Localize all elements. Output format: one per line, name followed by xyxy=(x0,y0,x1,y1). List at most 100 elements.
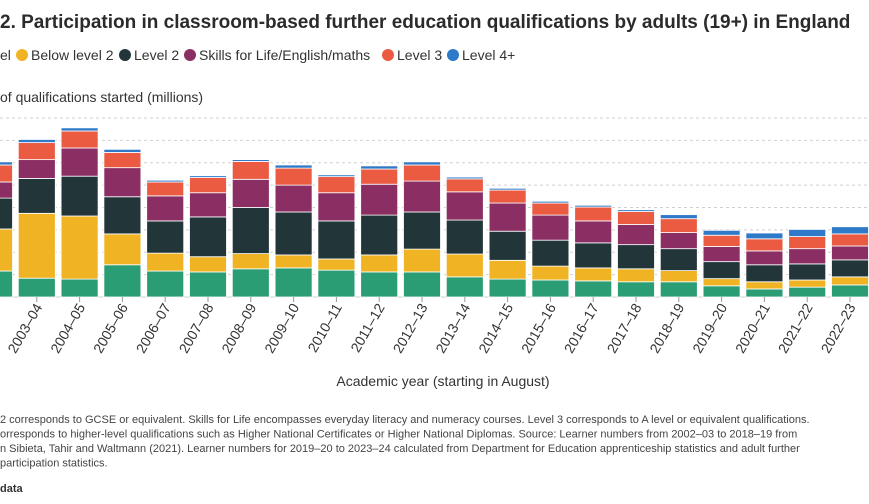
bar-segment xyxy=(60,127,99,132)
bar-segment xyxy=(659,232,698,250)
bar-segment xyxy=(403,248,441,273)
bar-segment xyxy=(445,176,484,180)
bar-segment xyxy=(146,220,185,254)
note-line: n Sibieta, Tahir and Waltmann (2021). Le… xyxy=(0,443,800,455)
bar-segment xyxy=(702,278,741,287)
legend-swatch xyxy=(447,49,459,61)
bar-segment xyxy=(574,267,613,282)
bar-segment xyxy=(231,253,270,270)
bar-segment xyxy=(274,211,313,256)
bar-segment xyxy=(103,264,142,298)
bar-segment xyxy=(831,245,869,261)
x-tick-label: 2020–21 xyxy=(732,300,773,355)
bar-segment xyxy=(60,147,99,177)
bar-segment xyxy=(231,159,270,162)
bar-segment xyxy=(702,234,741,247)
bar-segment xyxy=(0,228,13,272)
bar-segment xyxy=(659,218,698,233)
data-link[interactable]: data xyxy=(0,483,24,495)
bar-segment xyxy=(403,211,441,250)
bar-segment xyxy=(531,239,570,267)
bar-segment xyxy=(617,244,655,270)
bar-segment xyxy=(617,268,655,283)
bar-segment xyxy=(531,214,570,241)
bar-segment xyxy=(60,215,99,280)
legend-label: el xyxy=(0,47,11,63)
bar-segment xyxy=(788,248,827,265)
bar-segment xyxy=(360,271,399,298)
bar-segment xyxy=(60,175,99,217)
bar-segment xyxy=(17,159,56,179)
bar-segment xyxy=(189,271,227,298)
x-axis-title: Academic year (starting in August) xyxy=(336,373,549,389)
bar-segment xyxy=(17,139,56,144)
legend-swatch xyxy=(16,49,28,61)
bar-segment xyxy=(360,183,399,216)
bar-segment xyxy=(659,270,698,283)
bar-segment xyxy=(60,278,99,298)
bar-segment xyxy=(445,276,484,298)
bar-segment xyxy=(488,230,527,261)
bar-segment xyxy=(574,220,613,244)
x-tick-label: 2010–11 xyxy=(304,300,345,354)
bar-segment xyxy=(488,187,527,191)
bar-segment xyxy=(574,206,613,222)
bar-segment xyxy=(403,164,441,182)
x-tick-label: 2008–09 xyxy=(218,300,259,355)
bar-segment xyxy=(745,281,784,290)
x-tick-label: 2022–23 xyxy=(817,300,858,355)
bar-segment xyxy=(103,167,142,198)
bar-segment xyxy=(831,276,869,286)
legend-swatch xyxy=(382,49,394,61)
bar-segment xyxy=(189,216,227,258)
bar-segment xyxy=(17,178,56,214)
x-tick-label: 2016–17 xyxy=(561,300,602,355)
legend-swatch xyxy=(184,49,196,61)
bar-segment xyxy=(574,204,613,208)
bar-segment xyxy=(403,161,441,166)
bar-segment xyxy=(488,189,527,204)
bar-segment xyxy=(274,167,313,186)
bar-segment xyxy=(274,164,313,169)
y-axis-title: of qualifications started (millions) xyxy=(0,89,203,105)
bar-segment xyxy=(488,278,527,298)
bar-segment xyxy=(17,277,56,298)
x-tick-label: 2019–20 xyxy=(689,300,730,355)
bar-segment xyxy=(831,284,869,298)
x-tick-label: 2015–16 xyxy=(518,300,559,355)
bar-segment xyxy=(788,279,827,288)
bar-segment xyxy=(745,238,784,252)
bar-segment xyxy=(360,214,399,256)
legend-label: Below level 2 xyxy=(31,47,114,63)
bar-segment xyxy=(617,211,655,225)
bar-segment xyxy=(146,195,185,222)
x-tick-label: 2004–05 xyxy=(47,300,88,355)
bar-segment xyxy=(0,164,13,183)
bar-segment xyxy=(189,192,227,218)
bar-segment xyxy=(60,130,99,149)
bar-segment xyxy=(146,179,185,183)
bar-segment xyxy=(103,148,142,153)
x-tick-label: 2018–19 xyxy=(646,300,687,355)
bar-segment xyxy=(317,176,356,194)
bar-segment xyxy=(745,288,784,298)
bar-segment xyxy=(488,202,527,232)
x-tick-label: 2021–22 xyxy=(775,300,816,355)
legend-label: Skills for Life/English/maths xyxy=(199,47,370,63)
bar-segment xyxy=(445,219,484,255)
bar-segment xyxy=(189,177,227,194)
bar-segment xyxy=(659,214,698,220)
bar-segment xyxy=(274,184,313,213)
bar-segment xyxy=(445,191,484,221)
bar-segment xyxy=(274,267,313,298)
bar-segment xyxy=(745,264,784,283)
bar-segment xyxy=(103,233,142,266)
bar-segment xyxy=(17,142,56,161)
bar-segment xyxy=(702,261,741,280)
bar-segment xyxy=(317,174,356,178)
bar-segment xyxy=(788,229,827,237)
bar-segment xyxy=(531,200,570,204)
bar-segment xyxy=(403,180,441,213)
bar-segment xyxy=(317,258,356,271)
